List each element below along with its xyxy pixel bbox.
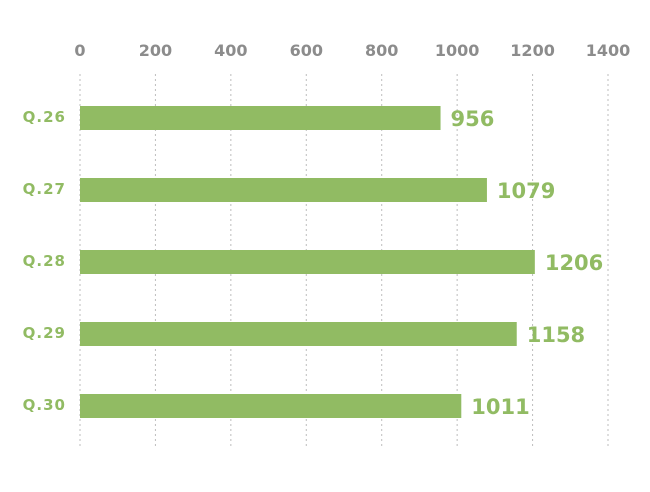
category-label: Q.29	[23, 324, 66, 342]
category-label: Q.28	[23, 252, 66, 270]
category-label: Q.27	[23, 180, 66, 198]
bars	[80, 106, 535, 418]
x-tick-label: 0	[74, 41, 85, 60]
category-label: Q.26	[23, 108, 66, 126]
x-tick-label: 1000	[435, 41, 480, 60]
value-label: 1158	[527, 323, 585, 347]
bar	[80, 106, 441, 130]
value-labels: 956 1079 1206 1158 1011	[451, 107, 604, 419]
value-label: 1011	[471, 395, 529, 419]
bar	[80, 250, 535, 274]
bar	[80, 322, 517, 346]
category-labels: Q.26 Q.27 Q.28 Q.29 Q.30	[23, 108, 66, 414]
x-tick-label: 200	[139, 41, 172, 60]
x-tick-label: 1200	[510, 41, 555, 60]
value-label: 1206	[545, 251, 603, 275]
bar	[80, 178, 487, 202]
x-tick-label: 600	[290, 41, 323, 60]
x-tick-label: 800	[365, 41, 398, 60]
x-tick-label: 1400	[586, 41, 631, 60]
x-axis-ticks: 0 200 400 600 800 1000 1200 1400	[74, 41, 630, 60]
value-label: 956	[451, 107, 495, 131]
value-label: 1079	[497, 179, 555, 203]
x-tick-label: 400	[214, 41, 247, 60]
bar	[80, 394, 462, 418]
category-label: Q.30	[23, 396, 66, 414]
